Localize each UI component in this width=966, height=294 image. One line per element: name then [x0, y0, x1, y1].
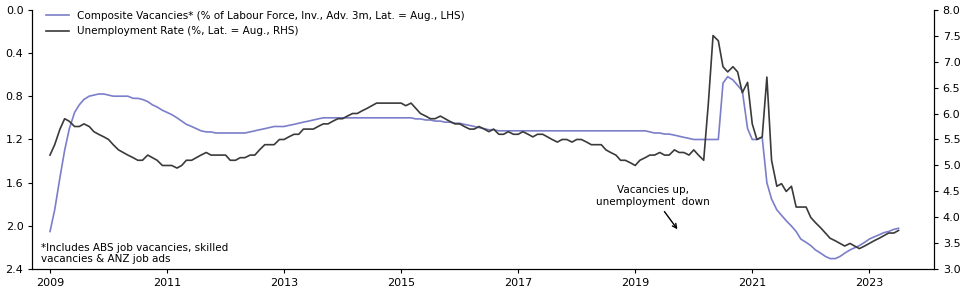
Composite Vacancies* (% of Labour Force, Inv., Adv. 3m, Lat. = Aug., LHS)	[766, 197, 778, 201]
Unemployment Rate (%, Lat. = Aug., RHS)	[44, 153, 56, 157]
Unemployment Rate (%, Lat. = Aug., RHS)	[288, 133, 299, 136]
Line: Unemployment Rate (%, Lat. = Aug., RHS): Unemployment Rate (%, Lat. = Aug., RHS)	[50, 36, 898, 249]
Unemployment Rate (%, Lat. = Aug., RHS)	[600, 148, 611, 152]
Unemployment Rate (%, Lat. = Aug., RHS)	[893, 229, 904, 232]
Composite Vacancies* (% of Labour Force, Inv., Adv. 3m, Lat. = Aug., LHS)	[824, 257, 836, 260]
Text: *Includes ABS job vacancies, skilled
vacancies & ANZ job ads: *Includes ABS job vacancies, skilled vac…	[42, 243, 229, 264]
Composite Vacancies* (% of Labour Force, Inv., Adv. 3m, Lat. = Aug., LHS)	[673, 134, 685, 138]
Composite Vacancies* (% of Labour Force, Inv., Adv. 3m, Lat. = Aug., LHS)	[893, 226, 904, 230]
Text: Vacancies up,
unemployment  down: Vacancies up, unemployment down	[596, 185, 710, 228]
Composite Vacancies* (% of Labour Force, Inv., Adv. 3m, Lat. = Aug., LHS)	[288, 123, 299, 126]
Unemployment Rate (%, Lat. = Aug., RHS)	[766, 158, 778, 162]
Unemployment Rate (%, Lat. = Aug., RHS)	[113, 148, 125, 152]
Unemployment Rate (%, Lat. = Aug., RHS)	[854, 247, 866, 250]
Composite Vacancies* (% of Labour Force, Inv., Adv. 3m, Lat. = Aug., LHS)	[600, 129, 611, 133]
Legend: Composite Vacancies* (% of Labour Force, Inv., Adv. 3m, Lat. = Aug., LHS), Unemp: Composite Vacancies* (% of Labour Force,…	[42, 7, 469, 41]
Line: Composite Vacancies* (% of Labour Force, Inv., Adv. 3m, Lat. = Aug., LHS): Composite Vacancies* (% of Labour Force,…	[50, 77, 898, 259]
Composite Vacancies* (% of Labour Force, Inv., Adv. 3m, Lat. = Aug., LHS)	[722, 75, 733, 78]
Composite Vacancies* (% of Labour Force, Inv., Adv. 3m, Lat. = Aug., LHS)	[44, 230, 56, 233]
Composite Vacancies* (% of Labour Force, Inv., Adv. 3m, Lat. = Aug., LHS)	[342, 116, 354, 120]
Unemployment Rate (%, Lat. = Aug., RHS)	[707, 34, 719, 37]
Unemployment Rate (%, Lat. = Aug., RHS)	[673, 151, 685, 154]
Composite Vacancies* (% of Labour Force, Inv., Adv. 3m, Lat. = Aug., LHS)	[113, 94, 125, 98]
Unemployment Rate (%, Lat. = Aug., RHS)	[342, 114, 354, 118]
